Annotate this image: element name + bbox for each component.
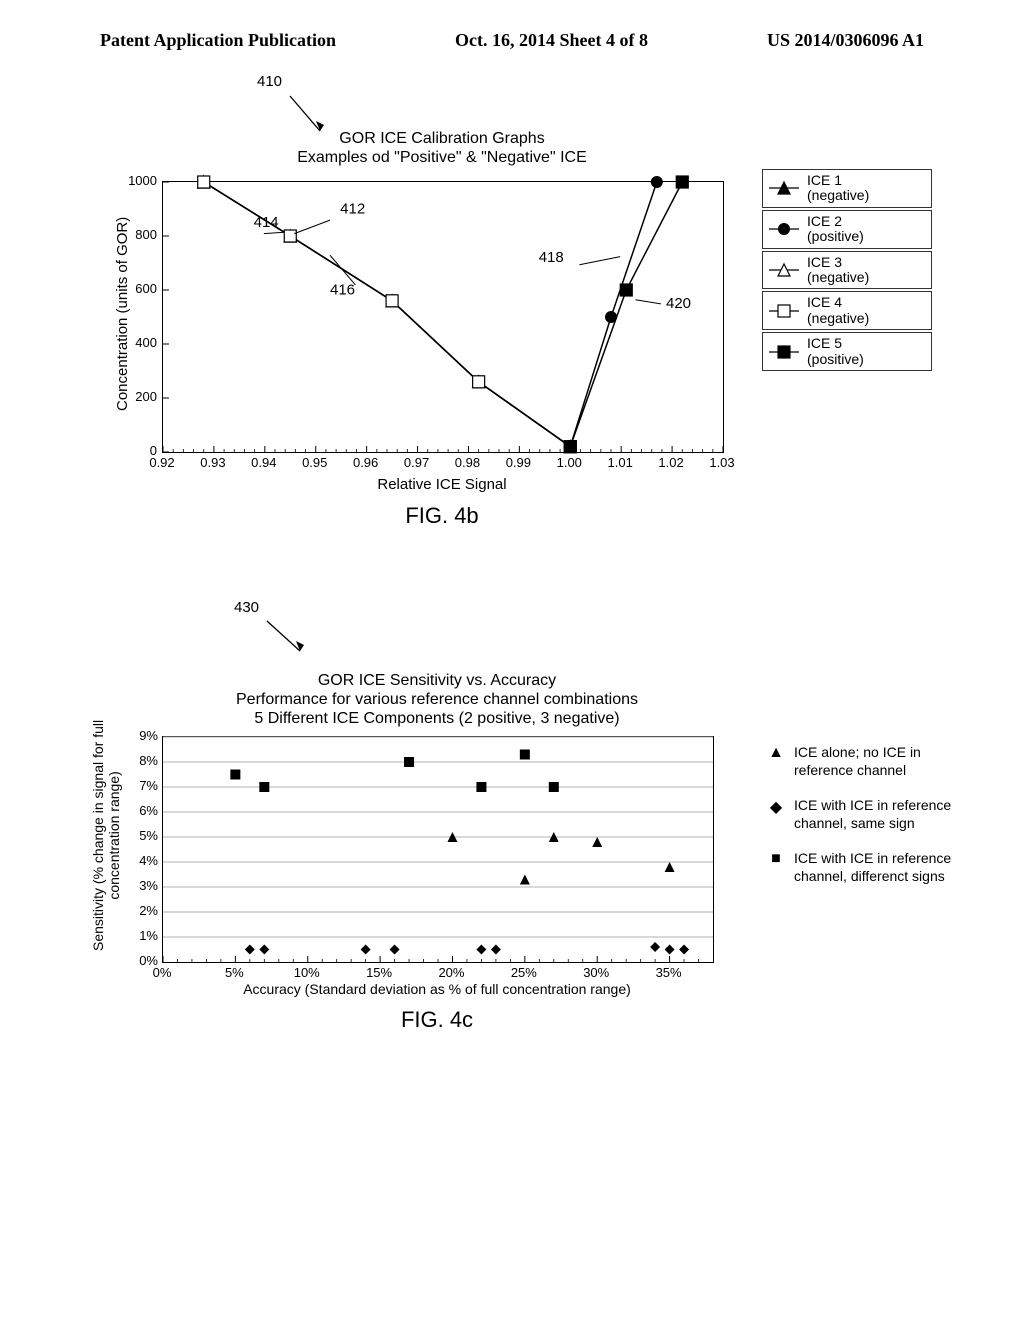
legend-item-4b: ICE 3(negative) [762, 251, 932, 290]
annotation-430: 430 [234, 599, 259, 616]
legend-label: ICE 2(positive) [801, 214, 864, 245]
ytick-4c: 3% [120, 878, 158, 893]
ytick-4b: 800 [117, 227, 157, 242]
xtick-4b: 0.97 [397, 455, 437, 470]
legend-4c: ▲ICE alone; no ICE in reference channel◆… [762, 736, 952, 895]
chart-4c-title-2: Performance for various reference channe… [162, 690, 712, 709]
ytick-4b: 400 [117, 335, 157, 350]
ytick-4c: 5% [120, 828, 158, 843]
xtick-4b: 1.03 [702, 455, 742, 470]
xtick-4b: 0.95 [295, 455, 335, 470]
chart-4c-title-3: 5 Different ICE Components (2 positive, … [162, 709, 712, 728]
legend-4b: ICE 1(negative) ICE 2(positive) ICE 3(nega… [762, 169, 932, 373]
legend-label: ICE with ICE in reference channel, same … [790, 797, 952, 832]
ytick-4c: 1% [120, 928, 158, 943]
svg-text:412: 412 [340, 200, 365, 217]
svg-text:420: 420 [666, 295, 691, 312]
xtick-4b: 0.99 [498, 455, 538, 470]
chart-4b-title-1: GOR ICE Calibration Graphs [162, 129, 722, 148]
xtick-4b: 1.02 [651, 455, 691, 470]
legend-item-4b: ICE 1(negative) [762, 169, 932, 208]
ytick-4b: 600 [117, 281, 157, 296]
xtick-4b: 1.00 [549, 455, 589, 470]
xtick-4c: 35% [649, 965, 689, 980]
ytick-4c: 9% [120, 728, 158, 743]
legend-marker-icon [767, 262, 801, 278]
chart-4c-title: GOR ICE Sensitivity vs. Accuracy Perform… [162, 671, 712, 729]
legend-item-4b: ICE 2(positive) [762, 210, 932, 249]
chart-4c-title-1: GOR ICE Sensitivity vs. Accuracy [162, 671, 712, 690]
xtick-4c: 30% [576, 965, 616, 980]
ytick-4c: 2% [120, 903, 158, 918]
legend-label: ICE 1(negative) [801, 173, 869, 204]
legend-marker-icon: ▲ [762, 744, 790, 762]
ytick-4c: 7% [120, 778, 158, 793]
xtick-4b: 0.94 [244, 455, 284, 470]
svg-text:414: 414 [254, 214, 279, 231]
ytick-4c: 4% [120, 853, 158, 868]
xtick-4b: 0.96 [346, 455, 386, 470]
legend-label: ICE 5(positive) [801, 336, 864, 367]
legend-marker-icon [767, 221, 801, 237]
xlabel-4c: Accuracy (Standard deviation as % of ful… [162, 981, 712, 997]
chart-4b-title: GOR ICE Calibration Graphs Examples od "… [162, 129, 722, 167]
header: Patent Application Publication Oct. 16, … [0, 0, 1024, 61]
legend-label: ICE with ICE in reference channel, diffe… [790, 850, 952, 885]
legend-item-4b: ICE 5(positive) [762, 332, 932, 371]
legend-marker-icon [767, 303, 801, 319]
leader-430 [102, 601, 922, 681]
xtick-4c: 15% [359, 965, 399, 980]
legend-item-4c: ◆ICE with ICE in reference channel, same… [762, 789, 952, 840]
ylabel-4b: Concentration (units of GOR) [114, 217, 131, 411]
xtick-4b: 1.01 [600, 455, 640, 470]
xtick-4c: 5% [214, 965, 254, 980]
xtick-4c: 0% [142, 965, 182, 980]
figure-4c: 430 GOR ICE Sensitivity vs. Accuracy Per… [102, 641, 922, 1021]
xtick-4b: 0.92 [142, 455, 182, 470]
header-right: US 2014/0306096 A1 [767, 30, 924, 51]
annotation-410: 410 [257, 73, 282, 90]
legend-item-4c: ▲ICE alone; no ICE in reference channel [762, 736, 952, 787]
svg-text:416: 416 [330, 281, 355, 298]
legend-label: ICE alone; no ICE in reference channel [790, 744, 952, 779]
legend-marker-icon: ◆ [762, 797, 790, 817]
annotations-4b: 412 414 416 418 420 [162, 181, 722, 451]
xtick-4c: 10% [287, 965, 327, 980]
figure-4b: 410 GOR ICE Calibration Graphs Examples … [102, 121, 922, 521]
legend-marker-icon [767, 180, 801, 196]
ylabel-4c: Sensitivity (% change in signal for full… [90, 720, 122, 951]
header-center: Oct. 16, 2014 Sheet 4 of 8 [455, 30, 648, 51]
legend-item-4c: ■ICE with ICE in reference channel, diff… [762, 842, 952, 893]
legend-label: ICE 3(negative) [801, 255, 869, 286]
legend-marker-icon [767, 344, 801, 360]
chart-4c-svg [163, 737, 713, 962]
plot-area-4c [162, 736, 714, 963]
xlabel-4b: Relative ICE Signal [162, 476, 722, 493]
header-left: Patent Application Publication [100, 30, 336, 51]
fig-4c-label: FIG. 4c [162, 1007, 712, 1033]
legend-marker-icon: ■ [762, 850, 790, 868]
fig-4b-label: FIG. 4b [162, 503, 722, 529]
ytick-4c: 6% [120, 803, 158, 818]
xtick-4c: 25% [504, 965, 544, 980]
ytick-4b: 1000 [117, 173, 157, 188]
xtick-4c: 20% [431, 965, 471, 980]
legend-item-4b: ICE 4(negative) [762, 291, 932, 330]
xtick-4b: 0.93 [193, 455, 233, 470]
legend-label: ICE 4(negative) [801, 295, 869, 326]
ytick-4c: 8% [120, 753, 158, 768]
xtick-4b: 0.98 [447, 455, 487, 470]
chart-4b-title-2: Examples od "Positive" & "Negative" ICE [162, 148, 722, 167]
ytick-4b: 200 [117, 389, 157, 404]
svg-text:418: 418 [539, 249, 564, 266]
